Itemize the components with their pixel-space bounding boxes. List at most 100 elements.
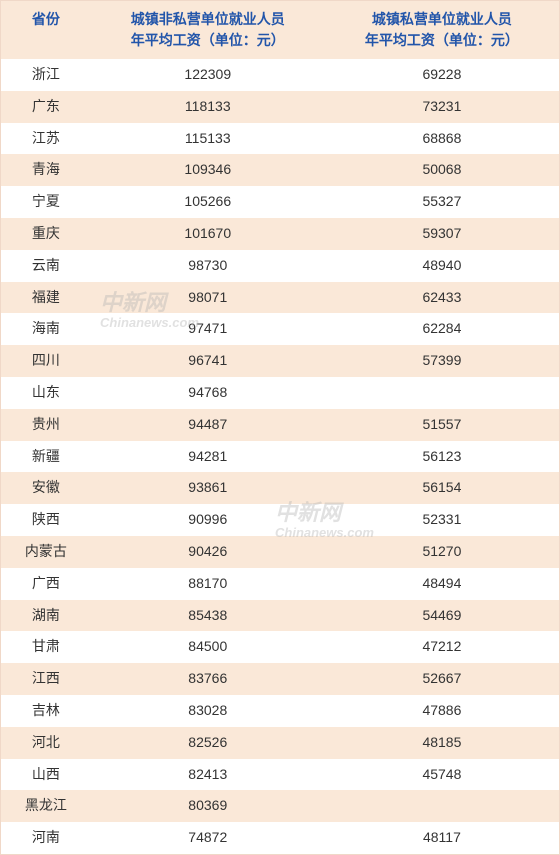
- table-row: 甘肃8450047212: [1, 631, 559, 663]
- table-row: 吉林8302847886: [1, 695, 559, 727]
- cell-nonprivate: 118133: [91, 95, 325, 119]
- cell-province: 江苏: [1, 127, 91, 151]
- cell-private: 69228: [325, 63, 559, 87]
- cell-nonprivate: 82413: [91, 763, 325, 787]
- table-row: 山东94768: [1, 377, 559, 409]
- cell-province: 浙江: [1, 63, 91, 87]
- cell-nonprivate: 90996: [91, 508, 325, 532]
- table-row: 宁夏10526655327: [1, 186, 559, 218]
- table-row: 浙江12230969228: [1, 59, 559, 91]
- table-row: 云南9873048940: [1, 250, 559, 282]
- cell-nonprivate: 83766: [91, 667, 325, 691]
- table-row: 河南7487248117: [1, 822, 559, 854]
- cell-province: 四川: [1, 349, 91, 373]
- cell-nonprivate: 98071: [91, 286, 325, 310]
- table-row: 海南9747162284: [1, 313, 559, 345]
- cell-province: 湖南: [1, 604, 91, 628]
- cell-nonprivate: 98730: [91, 254, 325, 278]
- cell-private: 51270: [325, 540, 559, 564]
- cell-private: 45748: [325, 763, 559, 787]
- header-nonprivate: 城镇非私营单位就业人员 年平均工资（单位：元）: [91, 9, 325, 51]
- cell-nonprivate: 82526: [91, 731, 325, 755]
- table-row: 山西8241345748: [1, 759, 559, 791]
- cell-province: 黑龙江: [1, 794, 91, 818]
- cell-province: 安徽: [1, 476, 91, 500]
- cell-province: 广西: [1, 572, 91, 596]
- cell-nonprivate: 83028: [91, 699, 325, 723]
- cell-nonprivate: 96741: [91, 349, 325, 373]
- header-nonprivate-line2: 年平均工资（单位：元）: [131, 32, 285, 48]
- cell-private: 59307: [325, 222, 559, 246]
- cell-private: 62284: [325, 317, 559, 341]
- cell-nonprivate: 94487: [91, 413, 325, 437]
- table-row: 广西8817048494: [1, 568, 559, 600]
- table-row: 青海10934650068: [1, 154, 559, 186]
- cell-nonprivate: 94281: [91, 445, 325, 469]
- cell-private: 48185: [325, 731, 559, 755]
- cell-province: 山东: [1, 381, 91, 405]
- cell-province: 青海: [1, 158, 91, 182]
- header-private-line1: 城镇私营单位就业人员: [372, 11, 512, 27]
- table-row: 内蒙古9042651270: [1, 536, 559, 568]
- cell-private: 47212: [325, 635, 559, 659]
- cell-private: 48494: [325, 572, 559, 596]
- cell-province: 福建: [1, 286, 91, 310]
- cell-province: 宁夏: [1, 190, 91, 214]
- cell-nonprivate: 122309: [91, 63, 325, 87]
- table-body: 浙江12230969228广东11813373231江苏11513368868青…: [1, 59, 559, 854]
- cell-province: 贵州: [1, 413, 91, 437]
- cell-province: 内蒙古: [1, 540, 91, 564]
- cell-nonprivate: 80369: [91, 794, 325, 818]
- cell-nonprivate: 88170: [91, 572, 325, 596]
- table-row: 安徽9386156154: [1, 472, 559, 504]
- cell-nonprivate: 94768: [91, 381, 325, 405]
- cell-private: 48117: [325, 826, 559, 850]
- cell-province: 甘肃: [1, 635, 91, 659]
- table-header-row: 省份 城镇非私营单位就业人员 年平均工资（单位：元） 城镇私营单位就业人员 年平…: [1, 1, 559, 59]
- wage-table: 省份 城镇非私营单位就业人员 年平均工资（单位：元） 城镇私营单位就业人员 年平…: [0, 0, 560, 855]
- table-row: 江苏11513368868: [1, 123, 559, 155]
- header-private-line2: 年平均工资（单位：元）: [365, 32, 519, 48]
- header-nonprivate-line1: 城镇非私营单位就业人员: [131, 11, 285, 27]
- cell-nonprivate: 97471: [91, 317, 325, 341]
- cell-province: 吉林: [1, 699, 91, 723]
- cell-private: 50068: [325, 158, 559, 182]
- cell-private: 62433: [325, 286, 559, 310]
- cell-private: 56123: [325, 445, 559, 469]
- table-row: 广东11813373231: [1, 91, 559, 123]
- cell-province: 江西: [1, 667, 91, 691]
- cell-province: 重庆: [1, 222, 91, 246]
- table-row: 江西8376652667: [1, 663, 559, 695]
- cell-nonprivate: 109346: [91, 158, 325, 182]
- table-row: 四川9674157399: [1, 345, 559, 377]
- cell-province: 广东: [1, 95, 91, 119]
- table-row: 新疆9428156123: [1, 441, 559, 473]
- table-row: 黑龙江80369: [1, 790, 559, 822]
- cell-nonprivate: 90426: [91, 540, 325, 564]
- cell-private: 54469: [325, 604, 559, 628]
- cell-province: 山西: [1, 763, 91, 787]
- cell-nonprivate: 74872: [91, 826, 325, 850]
- cell-province: 新疆: [1, 445, 91, 469]
- cell-private: 51557: [325, 413, 559, 437]
- table-row: 河北8252648185: [1, 727, 559, 759]
- cell-province: 河北: [1, 731, 91, 755]
- table-row: 贵州9448751557: [1, 409, 559, 441]
- cell-private: 52331: [325, 508, 559, 532]
- cell-private: 52667: [325, 667, 559, 691]
- table-row: 福建9807162433: [1, 282, 559, 314]
- cell-nonprivate: 105266: [91, 190, 325, 214]
- cell-private: 73231: [325, 95, 559, 119]
- cell-nonprivate: 101670: [91, 222, 325, 246]
- cell-province: 陕西: [1, 508, 91, 532]
- cell-private: 48940: [325, 254, 559, 278]
- table-row: 重庆10167059307: [1, 218, 559, 250]
- cell-nonprivate: 115133: [91, 127, 325, 151]
- table-row: 湖南8543854469: [1, 600, 559, 632]
- header-private: 城镇私营单位就业人员 年平均工资（单位：元）: [325, 9, 559, 51]
- cell-nonprivate: 84500: [91, 635, 325, 659]
- cell-private: 57399: [325, 349, 559, 373]
- cell-nonprivate: 85438: [91, 604, 325, 628]
- cell-private: 47886: [325, 699, 559, 723]
- cell-province: 云南: [1, 254, 91, 278]
